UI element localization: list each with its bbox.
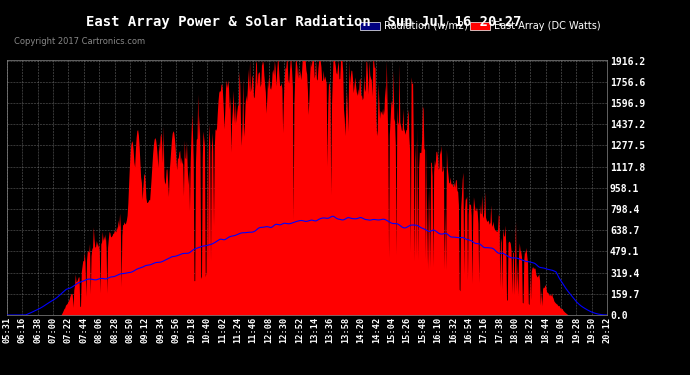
Legend: Radiation (w/m2), East Array (DC Watts): Radiation (w/m2), East Array (DC Watts) [358,19,602,33]
Text: Copyright 2017 Cartronics.com: Copyright 2017 Cartronics.com [14,38,145,46]
Text: East Array Power & Solar Radiation  Sun Jul 16 20:27: East Array Power & Solar Radiation Sun J… [86,15,522,29]
